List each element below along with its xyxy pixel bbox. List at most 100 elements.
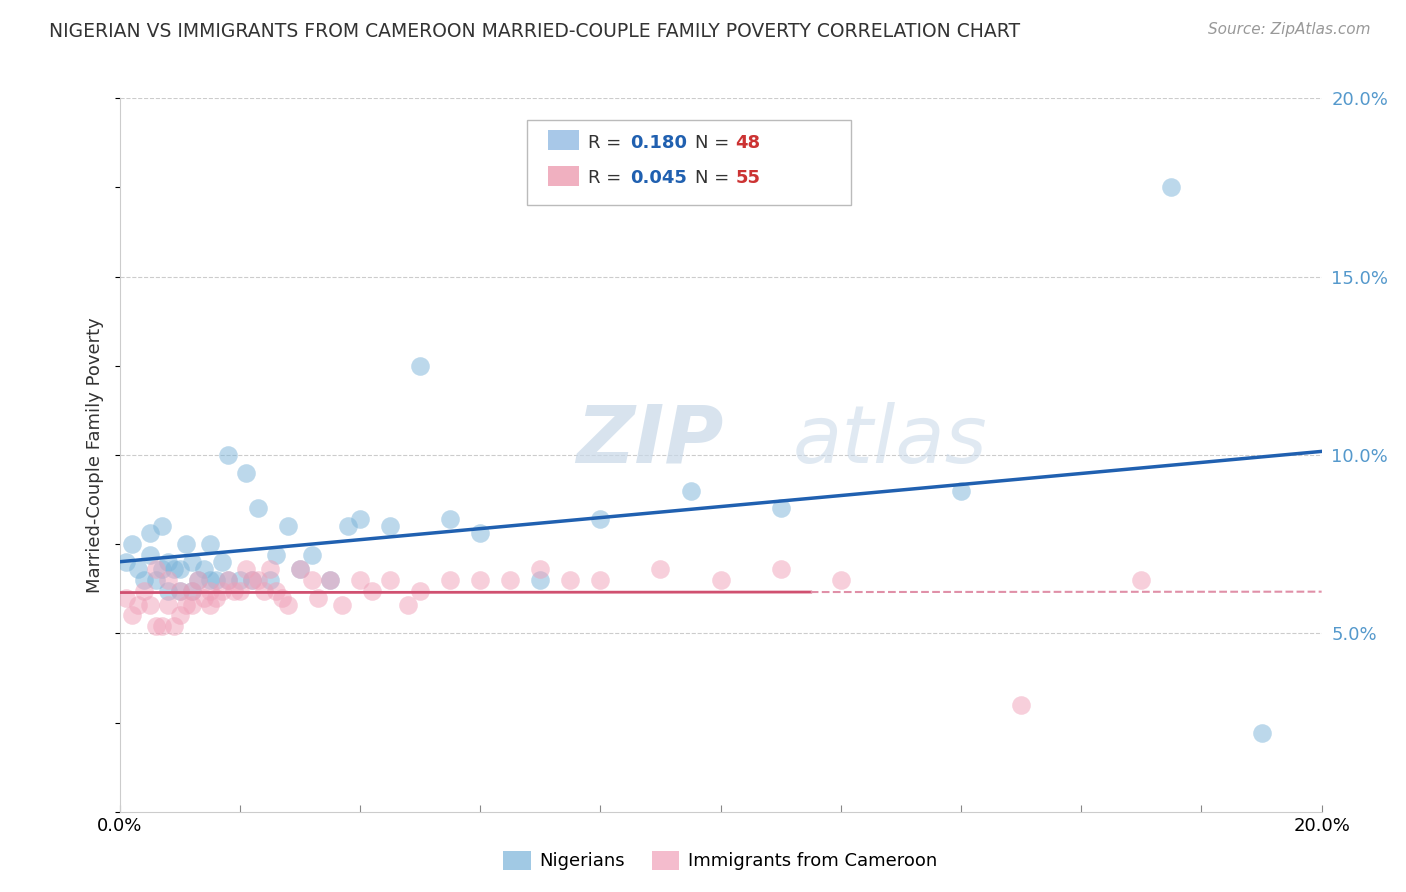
Point (121, 537, 143, 551)
Text: 55: 55 (735, 169, 761, 187)
Point (1160, 180, 1182, 194)
Point (150, 519, 173, 533)
Text: R =: R = (588, 169, 627, 187)
Point (264, 548, 287, 562)
Point (361, 583, 384, 598)
Point (246, 573, 269, 587)
Point (114, 555, 136, 569)
Point (169, 583, 191, 598)
Text: Source: ZipAtlas.com: Source: ZipAtlas.com (1208, 22, 1371, 37)
Point (193, 591, 215, 605)
Point (830, 573, 852, 587)
Point (169, 562, 191, 576)
Point (198, 573, 221, 587)
Text: R =: R = (588, 134, 627, 152)
Point (307, 591, 329, 605)
Point (240, 573, 263, 587)
Point (288, 562, 311, 576)
Point (288, 562, 311, 576)
Point (204, 573, 226, 587)
Point (156, 598, 179, 612)
Point (156, 573, 179, 587)
Point (589, 512, 612, 526)
Point (319, 573, 342, 587)
Point (439, 573, 461, 587)
Text: NIGERIAN VS IMMIGRANTS FROM CAMEROON MARRIED-COUPLE FAMILY POVERTY CORRELATION C: NIGERIAN VS IMMIGRANTS FROM CAMEROON MAR… (49, 22, 1021, 41)
Point (127, 562, 149, 576)
Point (228, 573, 252, 587)
Point (180, 583, 202, 598)
Point (180, 598, 202, 612)
Point (132, 573, 155, 587)
Point (349, 573, 371, 587)
Point (259, 562, 281, 576)
Text: ZIP: ZIP (576, 401, 724, 480)
Point (150, 562, 173, 576)
Point (769, 562, 792, 576)
Y-axis label: Married-Couple Family Poverty: Married-Couple Family Poverty (86, 317, 104, 593)
Point (169, 583, 191, 598)
Point (217, 448, 239, 462)
Legend: Nigerians, Immigrants from Cameroon: Nigerians, Immigrants from Cameroon (496, 844, 945, 878)
Point (174, 598, 197, 612)
Point (121, 608, 143, 623)
Point (270, 591, 292, 605)
Point (246, 501, 269, 516)
Point (277, 519, 299, 533)
Point (950, 483, 973, 498)
Point (138, 598, 160, 612)
Text: N =: N = (695, 134, 734, 152)
Point (301, 548, 323, 562)
Point (145, 573, 167, 587)
Point (132, 583, 155, 598)
Point (169, 608, 191, 623)
Point (679, 483, 702, 498)
Point (499, 573, 522, 587)
Point (378, 519, 401, 533)
Point (378, 573, 401, 587)
Point (187, 573, 209, 587)
Point (709, 573, 731, 587)
Point (193, 562, 215, 576)
Point (150, 619, 173, 633)
Point (217, 573, 239, 587)
Point (319, 573, 342, 587)
Point (560, 573, 582, 587)
Point (468, 573, 492, 587)
Point (301, 573, 323, 587)
Point (439, 512, 461, 526)
Text: 0.045: 0.045 (630, 169, 686, 187)
Point (145, 619, 167, 633)
Point (349, 512, 371, 526)
Point (589, 573, 612, 587)
Point (529, 573, 551, 587)
Point (217, 573, 239, 587)
Point (138, 548, 160, 562)
Point (253, 583, 276, 598)
Point (204, 591, 226, 605)
Point (277, 598, 299, 612)
Text: 48: 48 (735, 134, 761, 152)
Point (198, 598, 221, 612)
Point (187, 573, 209, 587)
Point (468, 526, 492, 541)
Point (222, 583, 245, 598)
Point (1250, 726, 1272, 740)
Point (330, 598, 353, 612)
Point (650, 562, 672, 576)
Point (162, 619, 184, 633)
Point (180, 583, 202, 598)
Point (174, 537, 197, 551)
Point (228, 583, 252, 598)
Point (198, 583, 221, 598)
Point (529, 562, 551, 576)
Point (235, 562, 257, 576)
Point (259, 573, 281, 587)
Point (156, 583, 179, 598)
Point (769, 501, 792, 516)
Point (127, 598, 149, 612)
Point (114, 591, 136, 605)
Point (1130, 573, 1153, 587)
Point (211, 555, 233, 569)
Text: 0.180: 0.180 (630, 134, 688, 152)
